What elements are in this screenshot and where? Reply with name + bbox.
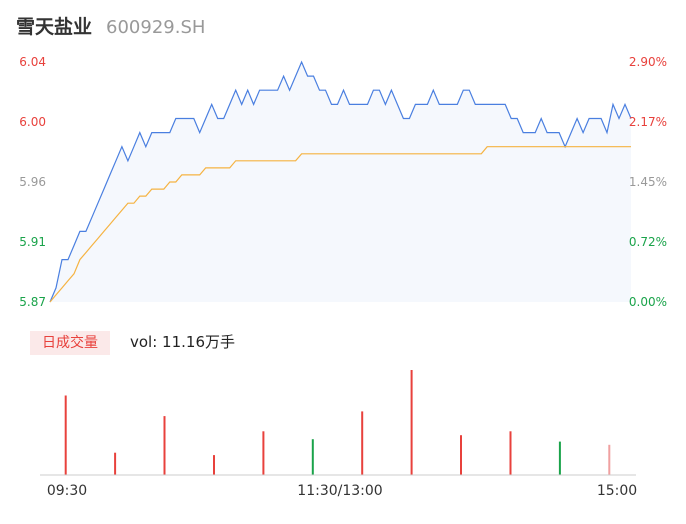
y-tick-label-right: 0.00% [629,295,667,309]
volume-bar [213,455,215,475]
stock-name: 雪天盐业 [16,16,93,38]
y-tick-label-right: 0.72% [629,235,667,249]
volume-tag[interactable]: 日成交量 [30,331,110,355]
y-axis-right: 2.90% 2.17% 1.45% 0.72% 0.00% [629,55,667,309]
volume-bar [509,431,512,476]
y-tick-label-left: 5.96 [19,175,46,189]
x-tick-label: 15:00 [597,483,637,499]
volume-bar [410,370,413,475]
volume-bar [163,416,166,475]
volume-layer [64,370,611,476]
volume-bar [558,441,561,475]
volume-bar [311,439,314,475]
volume-bar [361,411,364,475]
volume-bar [608,444,611,475]
price-layer [49,60,632,303]
y-tick-label-left: 5.91 [19,235,46,249]
y-tick-label-left: 6.00 [19,115,46,129]
volume-bar [64,395,67,475]
volume-bar [262,431,265,476]
volume-bar [114,452,117,475]
price-line [49,60,632,303]
y-tick-label-right: 2.90% [629,55,667,69]
stock-code: 600929.SH [106,17,206,38]
stock-header: 雪天盐业 600929.SH [16,12,205,40]
x-tick-label: 09:30 [47,483,87,499]
y-tick-label-right: 2.17% [629,115,667,129]
volume-readout: vol: 11.16万手 [130,333,235,351]
x-axis: 09:30 11:30/13:00 15:00 [47,483,637,499]
y-tick-label-left: 6.04 [19,55,46,69]
y-axis-left: 6.04 6.00 5.96 5.91 5.87 [19,55,46,309]
volume-bar [460,435,462,475]
average-line [49,146,631,303]
x-tick-label: 11:30/13:00 [297,483,382,499]
y-tick-label-left: 5.87 [19,295,46,309]
y-tick-label-right: 1.45% [629,175,667,189]
